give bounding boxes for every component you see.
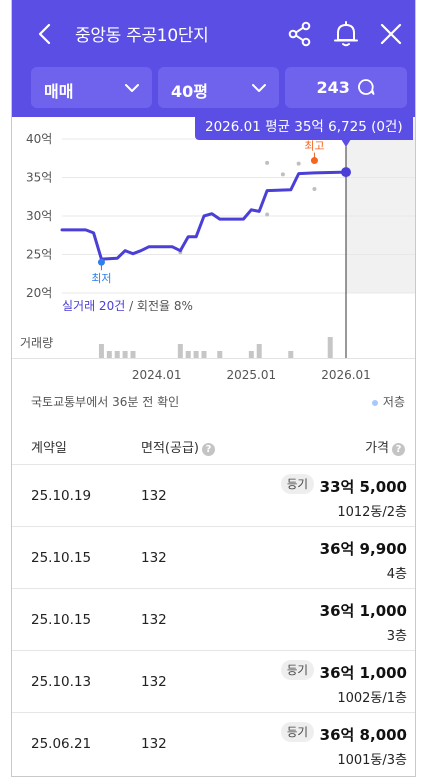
- size-value: 40평: [171, 82, 208, 101]
- deal-point: [312, 187, 317, 192]
- table-row[interactable]: 25.10.13 132 36억 1,000 1002동/1층 등기: [12, 650, 415, 712]
- col-header-area-label: 면적(공급): [141, 441, 199, 456]
- max-label: 최고: [304, 140, 324, 153]
- current-point: [341, 167, 351, 178]
- volume-bar: [217, 351, 223, 358]
- chart-stats: 실거래 20건 / 회전율 8%: [62, 299, 193, 313]
- volume-bar: [98, 344, 104, 358]
- min-point: [97, 258, 105, 266]
- chart-tooltip: 2026.01 평균 35억 6,725 (0건): [195, 115, 413, 140]
- registered-badge: 등기: [280, 722, 314, 742]
- volume-bar: [114, 351, 120, 358]
- max-point: [310, 157, 318, 165]
- volume-bar: [122, 351, 128, 358]
- volume-bar: [193, 351, 199, 358]
- legend-dot: [371, 399, 378, 406]
- y-tick-label: 35억: [26, 171, 52, 185]
- help-circle-icon[interactable]: ?: [201, 443, 215, 456]
- chevron-down-icon: [125, 84, 139, 92]
- row-price: 36억 8,000: [319, 726, 407, 744]
- x-tick-label: 2026.01: [321, 368, 371, 382]
- table-row[interactable]: 25.10.19 132 33억 5,000 1012동/2층 등기: [12, 464, 415, 526]
- row-price: 36억 9,900: [319, 540, 407, 558]
- col-header-price[interactable]: 가격?: [365, 437, 405, 456]
- registered-badge: 등기: [280, 474, 314, 494]
- source-text: 국토교통부에서 36분 전 확인: [31, 395, 180, 409]
- deal-point: [296, 161, 301, 166]
- volume-bar: [256, 344, 262, 358]
- row-unit: 1001동/3층: [337, 753, 407, 768]
- volume-bar: [201, 351, 207, 358]
- comment-count-button[interactable]: 243: [285, 67, 407, 108]
- row-area: 132: [141, 488, 167, 504]
- deal-point: [265, 212, 270, 217]
- app-frame: 중앙동 주공10단지 매매 40평: [11, 0, 416, 777]
- transaction-list: 25.10.19 132 33억 5,000 1012동/2층 등기 25.10.15 13…: [12, 464, 415, 774]
- volume-bar: [327, 337, 333, 358]
- close-icon[interactable]: [377, 20, 405, 48]
- col-header-date: 계약일: [31, 441, 67, 456]
- col-header-price-label: 가격: [365, 441, 389, 456]
- chat-bubble-icon: [358, 79, 375, 95]
- row-area: 132: [141, 612, 167, 628]
- chevron-down-icon: [252, 84, 266, 92]
- volume-bar: [106, 351, 112, 358]
- row-area: 132: [141, 736, 167, 752]
- row-unit: 1002동/1층: [337, 691, 407, 706]
- x-tick-label: 2024.01: [132, 368, 182, 382]
- row-date: 25.10.19: [31, 488, 92, 504]
- col-header-area[interactable]: 면적(공급)?: [141, 437, 215, 456]
- stats-rest: / 회전율 8%: [125, 299, 193, 313]
- table-row[interactable]: 25.06.21 132 36억 8,000 1001동/3층 등기: [12, 712, 415, 774]
- share-icon[interactable]: [286, 20, 314, 48]
- help-circle-icon[interactable]: ?: [392, 443, 405, 456]
- table-row[interactable]: 25.10.15 132 36억 1,000 3층: [12, 588, 415, 650]
- back-arrow-icon[interactable]: [34, 22, 58, 46]
- row-date: 25.06.21: [31, 736, 92, 752]
- row-unit: 3층: [386, 629, 407, 644]
- row-unit: 4층: [386, 567, 407, 582]
- y-tick-label: 25억: [26, 248, 52, 262]
- y-tick-label: 30억: [26, 209, 52, 223]
- stats-highlight: 실거래 20건: [62, 299, 125, 313]
- y-tick-label: 20억: [26, 286, 52, 300]
- size-select[interactable]: 40평: [158, 67, 279, 108]
- header-bar: 중앙동 주공10단지 매매 40평: [12, 0, 415, 117]
- row-price: 33억 5,000: [319, 478, 407, 496]
- volume-bar: [248, 351, 254, 358]
- row-unit: 1012동/2층: [337, 505, 407, 520]
- row-area: 132: [141, 550, 167, 566]
- page-title: 중앙동 주공10단지: [75, 26, 209, 46]
- deal-point: [265, 160, 270, 165]
- y-tick-label: 40억: [26, 132, 52, 146]
- bell-icon[interactable]: [332, 20, 360, 48]
- volume-bar: [130, 351, 136, 358]
- row-price: 36억 1,000: [319, 664, 407, 682]
- row-area: 132: [141, 674, 167, 690]
- x-tick-label: 2025.01: [227, 368, 277, 382]
- registered-badge: 등기: [280, 660, 314, 680]
- legend-low-floor: 저층: [371, 393, 405, 410]
- legend-label: 저층: [382, 395, 405, 409]
- cursor-pointer: [341, 139, 351, 147]
- row-date: 25.10.13: [31, 674, 92, 690]
- deal-type-select[interactable]: 매매: [31, 67, 152, 108]
- row-date: 25.10.15: [31, 612, 92, 628]
- row-price: 36억 1,000: [319, 602, 407, 620]
- price-line: [60, 170, 348, 261]
- future-shade: [346, 117, 415, 293]
- deal-point: [280, 172, 285, 177]
- row-date: 25.10.15: [31, 550, 92, 566]
- deal-type-value: 매매: [44, 82, 74, 101]
- min-label: 최저: [91, 272, 111, 285]
- volume-bar: [185, 351, 191, 358]
- volume-bar: [177, 344, 183, 358]
- comment-count: 243: [316, 78, 350, 97]
- volume-label: 거래량: [20, 336, 53, 350]
- table-row[interactable]: 25.10.15 132 36억 9,900 4층: [12, 526, 415, 588]
- volume-bar: [288, 351, 294, 358]
